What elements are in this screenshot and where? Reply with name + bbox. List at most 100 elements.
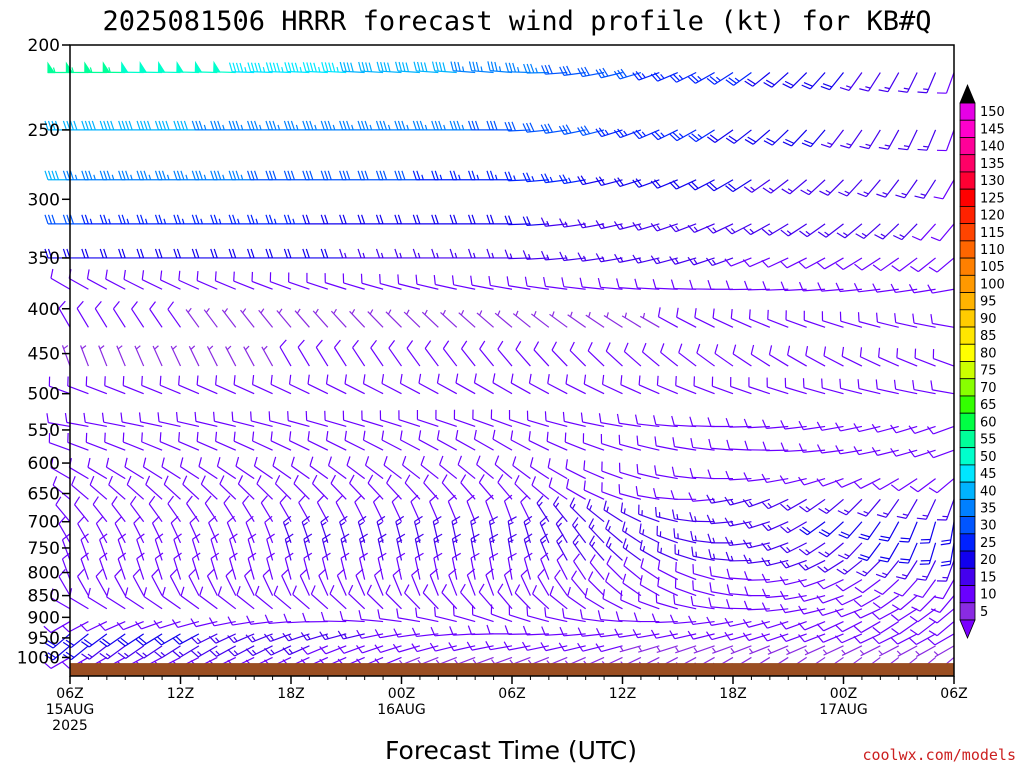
wind-barb	[116, 345, 126, 367]
wind-barb	[523, 552, 533, 580]
wind-barb	[874, 223, 900, 240]
wind-barb	[859, 129, 881, 150]
wind-barb	[708, 549, 734, 562]
wind-barb	[433, 533, 443, 561]
y-axis: 200 250 300 350 400 450 500 550 600 650 700 750 800 8…	[17, 36, 70, 668]
wind-barb	[105, 457, 126, 480]
colorbar-swatch	[959, 171, 976, 190]
wind-barb	[743, 179, 771, 193]
wind-barb	[161, 586, 181, 610]
wind-barb	[356, 629, 384, 639]
wind-barb	[512, 310, 531, 328]
wind-barb	[441, 583, 458, 610]
chart-title: 2025081506 HRRR forecast wind profile (k…	[102, 6, 931, 37]
wind-barb	[908, 284, 936, 294]
wind-barb	[245, 645, 273, 657]
wind-barb	[466, 568, 476, 596]
wind-barb	[761, 521, 789, 532]
x-tick-label: 06Z	[498, 686, 525, 702]
wind-barb	[817, 559, 844, 573]
wind-barb	[337, 630, 365, 640]
wind-barb	[418, 430, 439, 451]
wind-barb	[80, 533, 89, 561]
wind-barb	[779, 620, 807, 630]
wind-barb	[235, 456, 255, 480]
wind-barb	[213, 60, 236, 74]
x-tick-label: 06Z	[940, 686, 967, 702]
wind-barb	[541, 250, 568, 261]
wind-barb	[362, 374, 384, 395]
wind-barb	[476, 310, 494, 328]
wind-barb	[172, 645, 200, 658]
wind-barb	[497, 474, 513, 500]
wind-barb	[748, 377, 771, 395]
wind-barb	[547, 374, 568, 395]
wind-barb	[348, 584, 366, 610]
wind-barb	[381, 374, 402, 395]
wind-barb	[61, 621, 89, 633]
wind-barb	[761, 633, 789, 642]
wind-barb	[451, 552, 461, 580]
wind-barb	[494, 310, 513, 328]
wind-barb	[261, 345, 274, 367]
wind-barb	[930, 314, 955, 328]
wind-barb	[284, 533, 294, 561]
colorbar-label: 115	[980, 226, 1005, 241]
x-tick-label: 00Z	[830, 686, 857, 702]
wind-barb	[61, 533, 71, 561]
wind-barb	[558, 174, 586, 185]
wind-barb	[798, 633, 826, 643]
wind-barb	[816, 633, 844, 643]
wind-barb	[196, 271, 218, 290]
wind-barb	[355, 568, 366, 596]
wind-barb	[251, 431, 273, 451]
wind-barb	[370, 339, 384, 367]
wind-barb	[605, 342, 623, 367]
wind-barb	[823, 346, 844, 367]
wind-barb	[784, 377, 807, 395]
wind-barb	[853, 423, 881, 433]
wind-barb	[834, 478, 863, 488]
wind-barb	[506, 276, 531, 290]
wind-barb	[231, 411, 255, 428]
wind-barb	[564, 432, 586, 451]
wind-barb	[619, 645, 642, 653]
wind-barb	[799, 521, 826, 536]
wind-barb	[706, 631, 734, 641]
wind-barb	[650, 629, 678, 639]
wind-barb	[669, 129, 697, 142]
wind-barb	[669, 179, 697, 190]
wind-barb	[210, 533, 220, 561]
wind-barb	[782, 129, 808, 147]
wind-barb	[494, 455, 513, 480]
wind-barb	[476, 455, 494, 480]
wind-barb	[460, 583, 476, 610]
wind-barb	[890, 447, 918, 457]
wind-barb	[897, 72, 918, 93]
y-tick-label: 950	[28, 629, 60, 649]
wind-barb	[167, 301, 181, 328]
plot-area	[43, 44, 955, 677]
colorbar-swatch	[959, 326, 976, 345]
wind-barb	[730, 308, 752, 328]
wind-barb	[691, 546, 715, 562]
wind-barb	[432, 515, 442, 543]
wind-barb	[451, 275, 476, 290]
wind-barb	[577, 175, 605, 186]
wind-barb	[452, 606, 476, 623]
wind-barb	[395, 515, 405, 544]
wind-barb	[800, 179, 826, 196]
wind-barb	[567, 311, 587, 328]
wind-barb	[781, 179, 808, 195]
wind-barb	[429, 568, 439, 596]
wind-barb	[213, 411, 236, 428]
wind-barb	[470, 516, 480, 543]
wind-barb	[191, 552, 201, 580]
wind-barb	[288, 374, 310, 395]
wind-barb	[928, 478, 955, 494]
wind-barb	[522, 641, 549, 651]
wind-barb	[297, 339, 310, 367]
wind-barb	[857, 312, 881, 328]
wind-barb	[707, 533, 733, 544]
colorbar-swatch	[959, 567, 976, 586]
